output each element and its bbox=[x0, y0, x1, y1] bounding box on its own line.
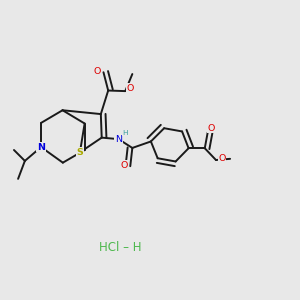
Text: O: O bbox=[218, 154, 226, 163]
Text: HCl – H: HCl – H bbox=[99, 241, 142, 254]
Text: S: S bbox=[76, 148, 83, 157]
Text: O: O bbox=[127, 84, 134, 93]
Text: N: N bbox=[115, 135, 122, 144]
Text: H: H bbox=[122, 130, 128, 136]
Text: O: O bbox=[121, 161, 128, 170]
Text: N: N bbox=[37, 142, 45, 152]
Text: O: O bbox=[208, 124, 215, 133]
Text: O: O bbox=[94, 67, 101, 76]
